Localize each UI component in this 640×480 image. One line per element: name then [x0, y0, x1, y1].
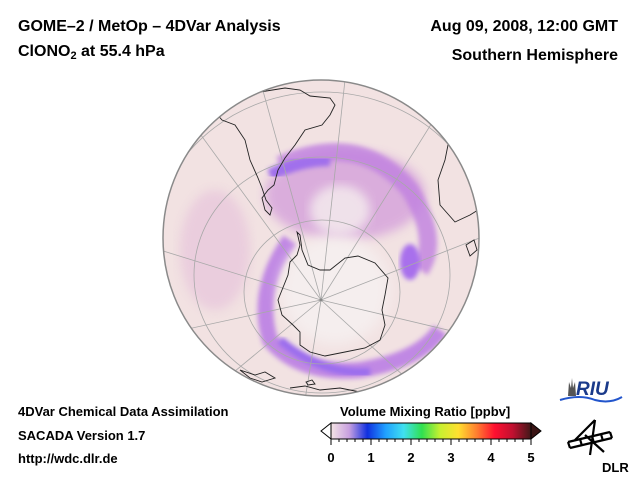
colorbar-tick-label: 3 [447, 450, 455, 465]
riu-logo: RIU [559, 378, 623, 403]
footer-line-2: SACADA Version 1.7 [18, 428, 146, 443]
riu-logo-text: RIU [576, 379, 610, 400]
logos: RIU DLR [559, 378, 629, 475]
species-title: ClONO2 at 55.4 hPa [18, 43, 165, 62]
footer-line-1: 4DVar Chemical Data Assimilation [18, 404, 229, 419]
colorbar-tick-label: 4 [487, 450, 495, 465]
map-title: GOME–2 / MetOp – 4DVar Analysis [18, 18, 281, 35]
madagascar-coast [465, 239, 478, 257]
datetime-label: Aug 09, 2008, 12:00 GMT [430, 18, 618, 35]
dlr-logo-text: DLR [602, 460, 629, 475]
colorbar-tick-label: 0 [327, 450, 335, 465]
footer-url: http://wdc.dlr.de [18, 451, 118, 466]
colorbar-extend-low [320, 421, 332, 441]
colorbar-tick-label: 5 [527, 450, 535, 465]
pressure-level: at 55.4 hPa [76, 43, 165, 60]
colorbar [320, 421, 542, 445]
colorbar-tick-label: 2 [407, 450, 415, 465]
south-america-coast [214, 87, 336, 216]
vmr-field [163, 80, 479, 396]
colorbar-extend-high [530, 421, 542, 441]
species-name: ClONO [18, 43, 71, 60]
region-label: Southern Hemisphere [451, 47, 618, 64]
colorbar-title: Volume Mixing Ratio [ppbv] [340, 404, 511, 419]
antarctica-coast [277, 230, 389, 357]
species-subscript: 2 [70, 50, 77, 62]
colorbar-tick-label: 1 [367, 450, 375, 465]
dlr-logo [566, 419, 614, 456]
colorbar-bar [330, 422, 532, 440]
australia-coast [239, 369, 277, 383]
south-pole-marker [319, 298, 323, 302]
globe-outline [162, 79, 480, 397]
